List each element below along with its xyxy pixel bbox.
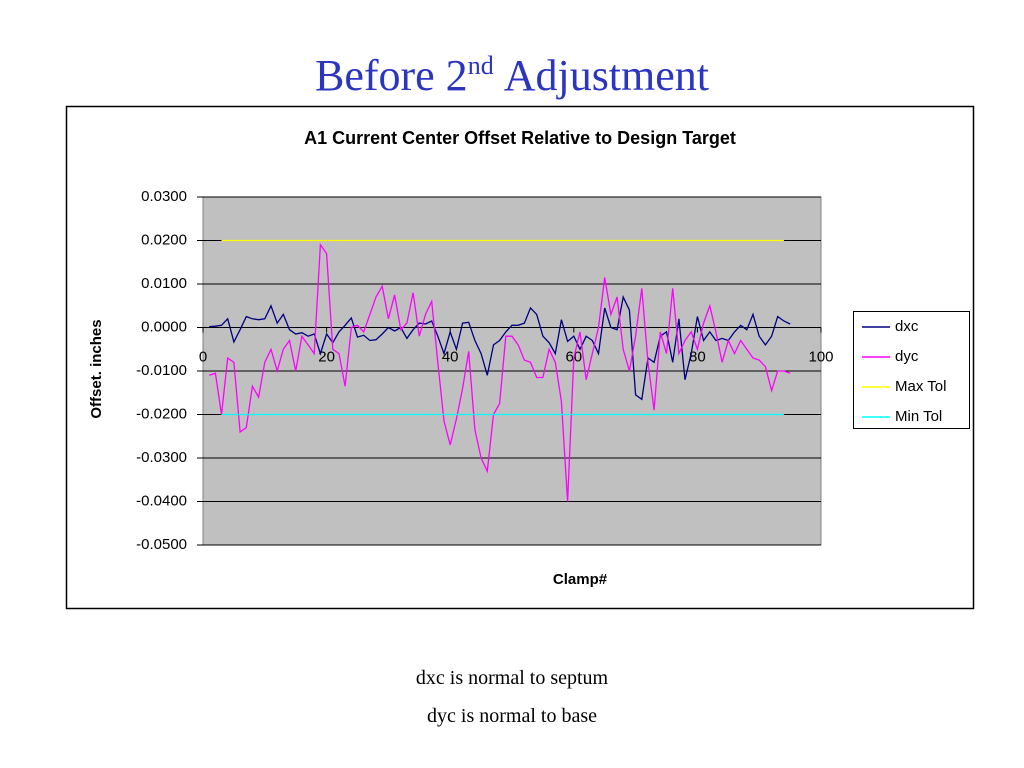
legend xyxy=(853,311,970,429)
title-text: Before 2 xyxy=(314,51,468,100)
y-tick-label: -0.0100 xyxy=(136,362,187,379)
legend-label: Max Tol xyxy=(895,378,946,395)
chart-title: A1 Current Center Offset Relative to Des… xyxy=(304,128,736,148)
y-tick-label: 0.0000 xyxy=(141,318,187,335)
y-tick-label: -0.0200 xyxy=(136,405,187,422)
note: dyc is normal to base xyxy=(427,705,597,727)
x-tick-label: 40 xyxy=(442,348,459,365)
slide-title: Before 2nd Adjustment xyxy=(0,50,1024,101)
y-tick-label: 0.0200 xyxy=(141,231,187,248)
x-axis-label: Clamp# xyxy=(553,571,608,588)
y-tick-label: -0.0400 xyxy=(136,492,187,509)
legend-label: Min Tol xyxy=(895,408,942,425)
legend-label: dyc xyxy=(895,348,919,365)
title-text: Adjustment xyxy=(503,51,710,100)
y-tick-label: 0.0100 xyxy=(141,275,187,292)
y-tick-label: -0.0300 xyxy=(136,449,187,466)
y-tick-label: 0.0300 xyxy=(141,188,187,205)
x-tick-label: 0 xyxy=(199,348,207,365)
series-line xyxy=(209,294,791,401)
y-tick-label: -0.0500 xyxy=(136,536,187,553)
chart: A1 Current Center Offset Relative to Des… xyxy=(65,105,975,610)
x-tick-label: 20 xyxy=(318,348,335,365)
y-axis-label: Offset. inches xyxy=(88,319,105,418)
title-superscript: nd xyxy=(467,51,494,81)
x-tick-label: 80 xyxy=(689,348,706,365)
x-tick-label: 100 xyxy=(808,348,833,365)
note: dxc is normal to septum xyxy=(415,667,609,689)
series-line xyxy=(208,242,791,502)
legend-label: dxc xyxy=(895,318,919,335)
